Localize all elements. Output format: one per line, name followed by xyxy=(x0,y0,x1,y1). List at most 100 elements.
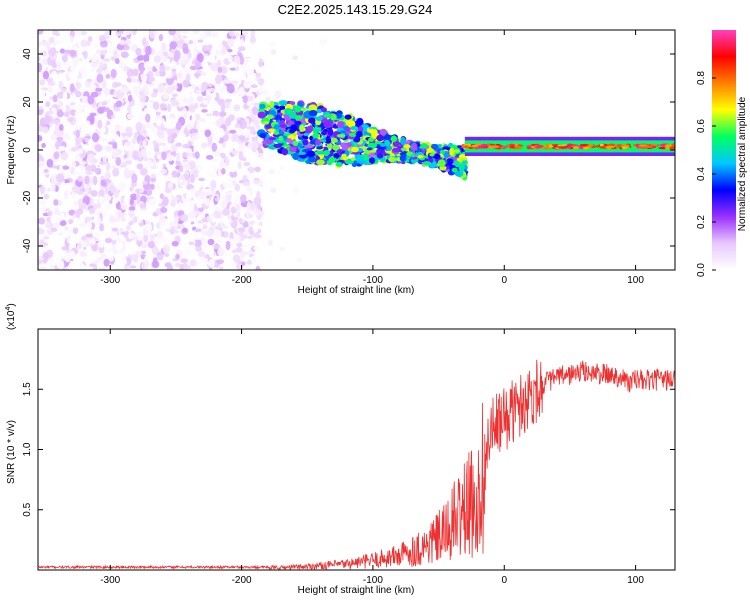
spectrogram-cell xyxy=(220,199,228,209)
spectrogram-cell xyxy=(392,147,400,153)
spectrogram-cell xyxy=(243,79,251,89)
spectrogram-cell xyxy=(96,256,104,261)
spectrogram-cell xyxy=(41,142,46,149)
spectrogram-cell xyxy=(178,201,183,209)
spectrogram-cell xyxy=(216,259,225,265)
spectrogram-cell xyxy=(582,146,589,150)
spectrogram-cell xyxy=(258,179,264,188)
spectrogram-cell xyxy=(50,216,58,223)
x-tick-label: -100 xyxy=(363,275,383,286)
spectrogram-cell xyxy=(67,70,73,79)
spectrogram-cell xyxy=(71,160,76,168)
spectrogram-cell xyxy=(350,157,356,161)
spectrogram-cell xyxy=(189,188,196,192)
spectrogram-cell xyxy=(208,123,216,131)
spectrogram-cell xyxy=(320,130,328,136)
x-tick-label: 0 xyxy=(501,275,507,286)
spectrogram-cell xyxy=(148,198,157,207)
spectrogram-cell xyxy=(103,258,110,267)
spectrogram-cell xyxy=(82,124,89,133)
spectrogram-cell xyxy=(530,143,536,147)
spectrogram-cell xyxy=(154,61,160,70)
figure-title: C2E2.2025.143.15.29.G24 xyxy=(278,2,433,17)
spectrogram-cell xyxy=(50,165,59,169)
spectrogram-cell xyxy=(215,74,222,85)
spectrogram-cell xyxy=(188,241,195,246)
spectrogram-cell xyxy=(650,143,659,147)
spectrogram-cell xyxy=(38,228,45,234)
spectrogram-cell xyxy=(192,30,201,35)
spectrogram-cell xyxy=(449,147,455,156)
spectrogram-cell xyxy=(129,265,137,269)
snr-panel: -300 -200 -100 0 100 0.5 1.0 1.5 Height of str… xyxy=(5,303,676,596)
spectrogram-cell xyxy=(166,34,174,41)
spectrogram-cell xyxy=(336,121,345,129)
colorbar: 0.0 0.2 0.4 0.6 0.8 Normalized spectral ampl… xyxy=(696,30,748,277)
spectrogram-cell xyxy=(74,217,79,223)
spectrogram-cell xyxy=(38,217,46,225)
spectrogram-cell xyxy=(102,155,107,164)
x-tick-label: -200 xyxy=(232,575,252,586)
spectrogram-cell xyxy=(150,124,157,134)
spectrogram-cell xyxy=(350,146,359,153)
spectrogram-cell xyxy=(132,216,138,224)
spectrogram-cell xyxy=(45,77,54,83)
spectrogram-cell xyxy=(56,109,65,118)
spectrogram-cell xyxy=(194,134,203,139)
spectrogram-cell xyxy=(151,260,160,269)
spectrogram-cell xyxy=(121,132,127,137)
spectrogram-cell xyxy=(257,85,265,93)
spectrogram-cell xyxy=(105,145,113,152)
spectrogram-cell xyxy=(100,179,107,187)
spectrogram-cell xyxy=(68,218,74,225)
spectrogram-cell xyxy=(61,104,67,113)
spectrogram-cell xyxy=(97,239,105,249)
spectrogram-cell xyxy=(178,103,183,108)
spectrogram-cell xyxy=(76,242,82,250)
spectrogram-cell xyxy=(38,266,47,270)
spectrogram-cell xyxy=(137,112,144,122)
spectrogram-cell xyxy=(50,175,58,185)
spectrogram-cell xyxy=(234,183,241,192)
snr-x-axis-label: Height of straight line (km) xyxy=(298,585,415,596)
spectrogram-cell xyxy=(72,104,78,109)
spectrogram-cell xyxy=(233,212,238,218)
spectrogram-cell xyxy=(94,30,101,37)
spectrogram-cell xyxy=(308,117,316,124)
spectrogram-cell xyxy=(53,151,60,160)
spectrogram-x-ticks: -300 -200 -100 0 100 xyxy=(100,30,644,286)
spectrogram-cell xyxy=(308,109,318,117)
spectrogram-cell xyxy=(189,79,198,87)
spectrogram-cell xyxy=(79,222,88,228)
spectrogram-cell xyxy=(150,92,158,98)
spectrogram-cell xyxy=(170,151,176,156)
spectrogram-cell xyxy=(83,50,88,60)
spectrogram-cell xyxy=(70,109,77,116)
spectrogram-cell xyxy=(267,239,273,246)
spectrogram-cell xyxy=(316,108,323,114)
spectrogram-cell xyxy=(51,120,60,125)
spectrogram-cell xyxy=(103,63,108,71)
spectrogram-cell xyxy=(46,30,53,36)
spectrogram-cell xyxy=(78,57,83,62)
spectrogram-cell xyxy=(183,262,189,270)
spectrogram-cell xyxy=(39,185,45,195)
spectrogram-cell xyxy=(177,232,184,237)
spectrogram-cell xyxy=(596,145,606,148)
spectrogram-cell xyxy=(505,144,511,148)
spectrogram-cell xyxy=(111,148,118,158)
spectrogram-cell xyxy=(252,52,259,57)
spectrogram-cell xyxy=(113,107,121,112)
spectrogram-cell xyxy=(73,200,79,207)
spectrogram-cell xyxy=(91,132,100,143)
spectrogram-cell xyxy=(548,144,553,147)
spectrogram-cell xyxy=(87,140,95,146)
spectrogram-cell xyxy=(621,146,627,150)
spectrogram-cell xyxy=(276,170,282,175)
spectrogram-cell xyxy=(45,101,51,108)
y-tick-label: 40 xyxy=(22,48,33,60)
spectrogram-cell xyxy=(210,62,219,72)
spectrogram-cell xyxy=(147,102,155,111)
snr-multiplier: (x104) xyxy=(5,303,17,330)
